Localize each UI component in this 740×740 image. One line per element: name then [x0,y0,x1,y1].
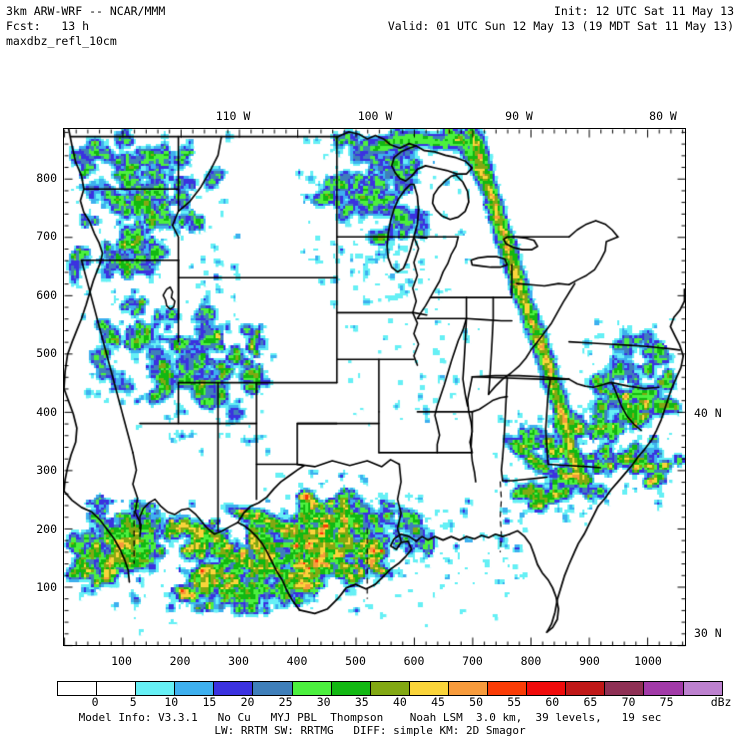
y-axis-tick-label: 200 [36,521,57,536]
colorbar-swatch [682,682,722,695]
forecast-hour-label: Fcst: 13 h [6,19,90,33]
model-info-line-1: Model Info: V3.3.1 No Cu MYJ PBL Thompso… [78,711,662,724]
colorbar-swatch [96,682,136,695]
latitude-label: 30 N [694,626,722,640]
colorbar-swatch [252,682,292,695]
x-axis-tick-label: 500 [345,654,366,668]
colorbar-swatch [526,682,566,695]
colorbar-tick-label: 20 [240,695,255,709]
colorbar-tick-label: 0 [91,695,99,709]
colorbar-swatch [604,682,644,695]
init-time-label: Init: 12 UTC Sat 11 May 13 [553,4,734,18]
colorbar-swatch [369,682,409,695]
x-axis-tick-label: 400 [286,654,308,668]
y-axis-tick-label: 400 [36,404,57,419]
x-axis-tick-label: 900 [579,654,600,668]
longitude-label: 90 W [505,109,533,123]
y-axis-tick-label: 500 [36,346,57,361]
colorbar-swatch [213,682,253,695]
colorbar-tick-label: 30 [316,695,331,709]
y-axis-tick-label: 600 [36,287,57,302]
x-axis-tick-label: 600 [403,654,425,668]
reflectivity-colorbar [57,681,723,696]
x-axis-tick-label: 800 [520,654,542,668]
colorbar-swatch [174,682,214,695]
y-axis-tick-label: 800 [36,170,57,185]
y-axis-tick-label: 300 [36,463,57,478]
longitude-label: 80 W [649,109,677,123]
model-title: 3km ARW-WRF -- NCAR/MMM [6,4,166,18]
y-axis-tick-label: 100 [36,580,57,595]
colorbar-tick-label: 15 [202,695,217,709]
valid-time-label: Valid: 01 UTC Sun 12 May 13 (19 MDT Sat … [387,19,734,33]
colorbar-swatch [447,682,488,695]
colorbar-swatch [291,682,331,695]
colorbar-swatch [135,682,175,695]
colorbar-tick-label: 70 [621,695,636,709]
colorbar-tick-label: 40 [392,695,407,709]
colorbar-tick-label: 50 [469,695,484,709]
latitude-label: 40 N [694,406,722,420]
variable-name-label: maxdbz_refl_10cm [6,34,117,48]
longitude-label: 110 W [215,109,251,123]
colorbar-tick-label: 65 [583,695,598,709]
colorbar-swatch [408,682,448,695]
colorbar-swatch [330,682,370,695]
colorbar-tick-label: 60 [545,695,560,709]
colorbar-swatch [565,682,605,695]
colorbar-tick-label: 5 [129,695,137,709]
colorbar-swatch [487,682,527,695]
colorbar-tick-label: 10 [164,695,179,709]
x-axis-tick-label: 100 [111,654,132,668]
colorbar-tick-label: 75 [659,695,674,709]
colorbar-tick-label: 55 [507,695,522,709]
colorbar-swatch [643,682,683,695]
colorbar-tick-label: 45 [431,695,445,709]
x-axis-tick-label: 300 [228,654,249,668]
colorbar-units-label: dBz [710,695,732,709]
colorbar-tick-label: 25 [278,695,293,709]
colorbar-swatch [58,682,97,695]
reflectivity-map-plot [62,127,687,647]
y-axis-tick-label: 700 [36,229,57,244]
x-axis-tick-label: 700 [462,654,483,668]
x-axis-tick-label: 1000 [634,654,662,668]
colorbar-tick-label: 35 [354,695,369,709]
axis-ticks [62,127,687,647]
model-info-line-2: LW: RRTM SW: RRTMG DIFF: simple KM: 2D S… [214,724,526,737]
longitude-label: 100 W [357,109,393,123]
x-axis-tick-label: 200 [169,654,191,668]
